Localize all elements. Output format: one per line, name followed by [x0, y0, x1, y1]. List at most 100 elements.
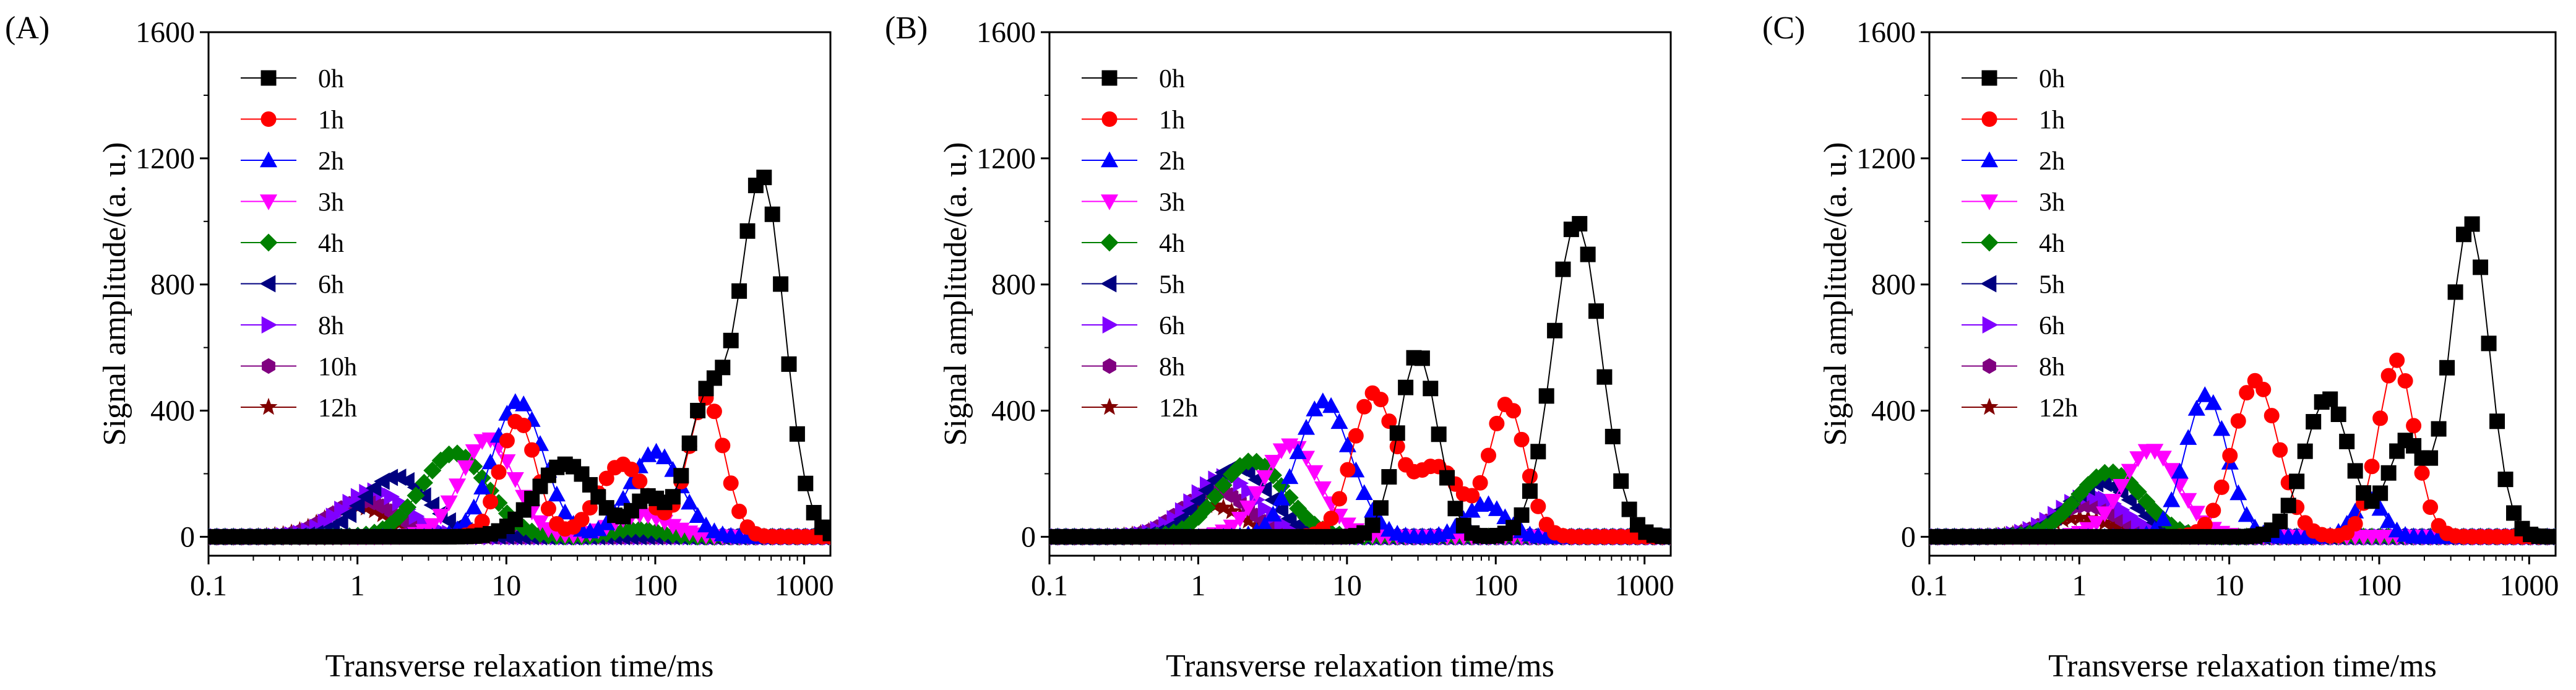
series-0h [209, 170, 830, 545]
data-point [2464, 216, 2480, 232]
data-point [1572, 216, 1588, 232]
data-point [623, 462, 639, 478]
y-tick-label: 800 [150, 269, 195, 301]
data-point [1447, 501, 1463, 517]
legend-item-3h: 3h [241, 189, 344, 217]
y-tick-label: 1200 [976, 142, 1036, 175]
x-tick-label: 0.1 [190, 569, 227, 602]
data-point [2347, 515, 2363, 532]
x-tick-label: 1000 [1615, 569, 1674, 602]
x-tick-label: 1 [1191, 569, 1205, 602]
data-point [2397, 373, 2413, 389]
data-point [540, 501, 556, 517]
data-point [408, 507, 425, 525]
data-point [407, 486, 425, 505]
y-axis-title: Signal amplitude/(a. u.) [97, 142, 132, 446]
legend-label: 3h [1159, 189, 1185, 217]
data-point [1322, 397, 1340, 413]
data-point [1231, 512, 1249, 528]
y-tick-label: 1200 [1856, 142, 1916, 175]
data-point [2456, 226, 2472, 243]
legend-label: 0h [318, 65, 344, 93]
data-point [1431, 426, 1447, 442]
legend-marker [1983, 358, 1996, 374]
legend-label: 8h [318, 312, 344, 340]
data-point [2431, 421, 2447, 437]
data-point [365, 479, 382, 497]
data-point [2171, 462, 2189, 479]
data-point [697, 516, 715, 533]
data-point [2121, 464, 2139, 480]
data-point [822, 525, 830, 541]
y-tick-label: 800 [991, 269, 1036, 301]
data-point [1206, 488, 1225, 506]
data-point [2239, 385, 2255, 401]
x-tick-label: 1000 [775, 569, 834, 602]
data-point [1588, 303, 1605, 319]
data-point [348, 497, 365, 515]
data-point [1580, 246, 1596, 262]
data-point [1464, 488, 1480, 504]
data-point [2388, 521, 2406, 538]
legend-marker [259, 151, 278, 168]
legend-item-2h: 2h [1962, 147, 2065, 176]
data-point [1264, 455, 1282, 471]
data-point [673, 468, 689, 484]
data-point [556, 503, 574, 520]
data-point [1272, 489, 1290, 506]
data-point [2380, 465, 2397, 481]
series-line [1049, 392, 1671, 538]
legend-marker [1981, 70, 1997, 86]
data-point [1439, 470, 1455, 486]
data-point [2121, 491, 2137, 509]
data-point [2096, 506, 2114, 522]
data-point [2062, 495, 2080, 514]
data-point [2347, 463, 2363, 479]
data-point [1332, 491, 1348, 507]
data-point [1555, 261, 1571, 277]
series-0h [1049, 216, 1671, 545]
data-point [706, 403, 722, 420]
legend-marker [259, 397, 278, 415]
data-point [1538, 388, 1554, 404]
data-point [1223, 519, 1241, 536]
data-point [1239, 500, 1257, 517]
legend-label: 12h [1159, 394, 1198, 423]
data-point [415, 473, 433, 492]
data-point [1381, 413, 1397, 429]
plot-area [209, 170, 830, 546]
data-point [423, 461, 442, 480]
data-point [1423, 381, 1439, 397]
legend-label: 0h [1159, 65, 1185, 93]
legend-item-3h: 3h [1082, 189, 1185, 217]
data-point [2447, 284, 2463, 300]
data-point [398, 498, 417, 517]
data-point [1247, 486, 1265, 502]
data-point [2406, 418, 2422, 434]
data-point [515, 417, 532, 433]
data-point [2154, 451, 2172, 467]
plot-area [1049, 216, 1671, 546]
data-point [340, 506, 357, 524]
data-point [548, 485, 566, 502]
data-point [1605, 428, 1621, 444]
data-point [1281, 468, 1299, 485]
data-point [334, 501, 350, 519]
legend-label: 3h [2039, 189, 2065, 217]
data-point [2506, 505, 2522, 521]
data-point [773, 276, 789, 292]
data-point [1506, 403, 1522, 419]
series-2h [1929, 386, 2556, 544]
data-point [698, 381, 714, 397]
legend-item-5h: 5h [1962, 271, 2065, 300]
legend-label: 4h [318, 230, 344, 258]
data-point [398, 472, 415, 489]
x-axis-title: Transverse relaxation time/ms [1166, 649, 1554, 684]
data-point [806, 504, 822, 520]
data-point [325, 507, 342, 525]
data-point [2114, 501, 2130, 519]
x-tick-label: 10 [491, 569, 521, 602]
legend-marker [259, 233, 278, 252]
data-point [2187, 400, 2205, 416]
data-point [2322, 391, 2338, 407]
